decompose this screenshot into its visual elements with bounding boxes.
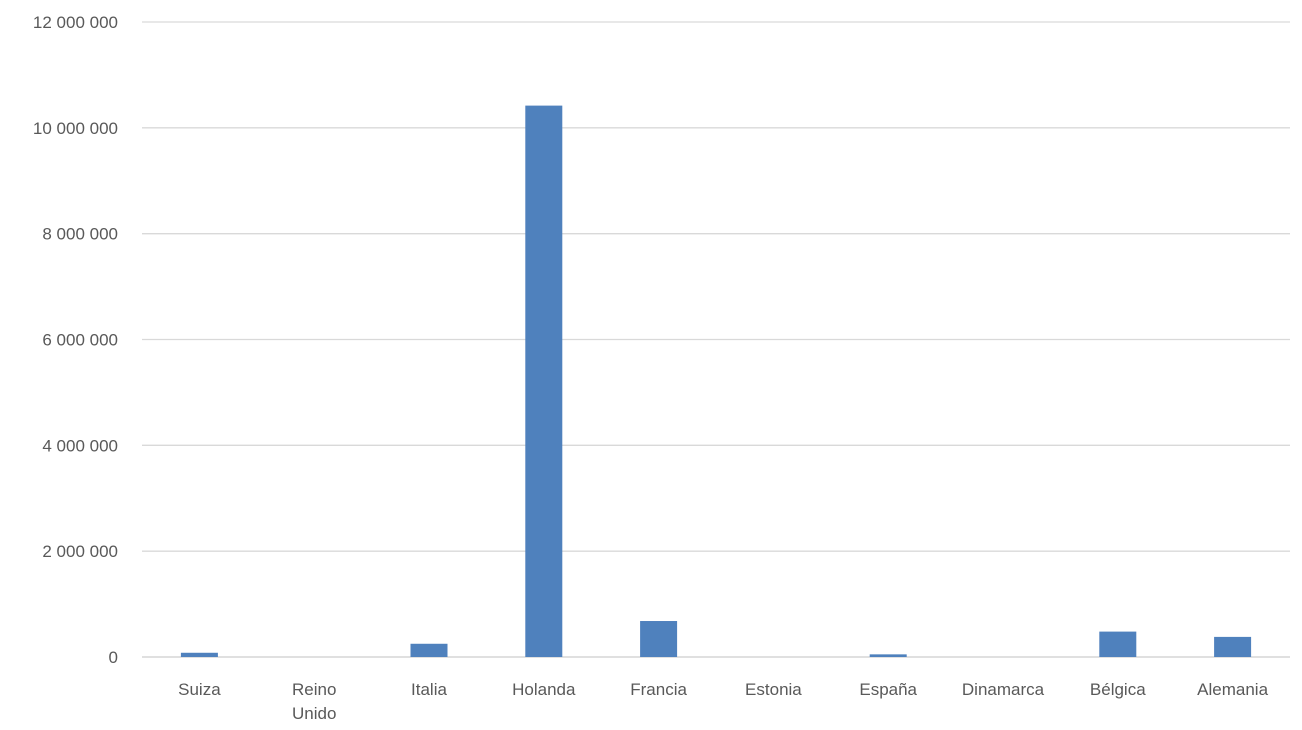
gridlines [142,21,1290,658]
x-category-label: España [859,680,917,699]
y-tick-label: 6 000 000 [42,331,118,350]
x-category-label: Suiza [178,680,221,699]
x-category-label: Bélgica [1090,680,1146,699]
x-category-label: Dinamarca [962,680,1045,699]
x-category-label: Reino Unido [292,680,336,723]
x-axis-category-labels: Suiza Reino Unido Italia Holanda Francia Eston… [178,680,1268,723]
bar-italia [410,643,448,657]
bar-alemania [1214,636,1252,657]
bar-bélgica [1099,631,1137,657]
bar-suiza [180,652,218,657]
bars [180,105,1252,657]
x-category-label: Francia [630,680,687,699]
y-tick-label: 0 [109,648,118,667]
x-category-label: Holanda [512,680,576,699]
y-tick-label: 2 000 000 [42,542,118,561]
y-tick-label: 10 000 000 [33,119,118,138]
x-category-label: Alemania [1197,680,1268,699]
y-tick-label: 12 000 000 [33,13,118,32]
y-tick-label: 8 000 000 [42,225,118,244]
bar-holanda [525,105,563,657]
x-category-label: Estonia [745,680,802,699]
x-category-label: Italia [411,680,447,699]
y-axis-tick-labels: 0 2 000 000 4 000 000 6 000 000 8 000 000 10 … [33,13,118,667]
bar-españa [869,654,907,657]
y-tick-label: 4 000 000 [42,436,118,455]
bar-francia [640,621,678,657]
